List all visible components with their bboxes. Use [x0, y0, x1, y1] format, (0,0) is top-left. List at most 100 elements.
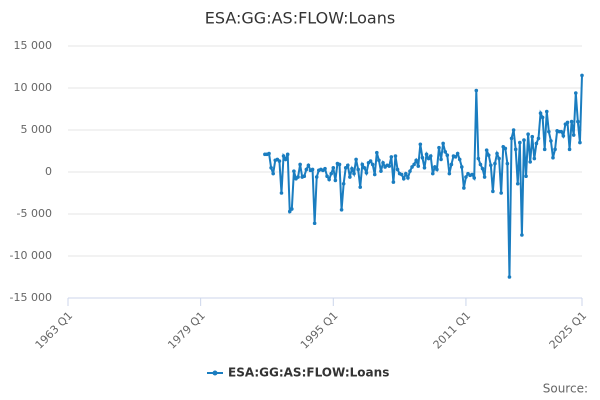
point	[368, 159, 373, 163]
point	[362, 166, 367, 170]
point	[304, 167, 309, 172]
point	[580, 73, 584, 78]
point	[298, 162, 302, 167]
x-tick-label: 2025 Q1	[547, 309, 590, 352]
point	[428, 154, 433, 158]
point	[478, 162, 483, 167]
point	[513, 147, 518, 152]
point	[269, 166, 273, 170]
point	[352, 171, 356, 176]
y-tick-label: 10 000	[14, 81, 53, 94]
point	[507, 275, 512, 279]
point	[290, 207, 294, 211]
point	[534, 141, 539, 146]
point	[505, 161, 510, 166]
point	[445, 153, 450, 157]
point	[433, 165, 437, 169]
point	[472, 176, 477, 180]
point	[391, 180, 396, 184]
point	[532, 156, 537, 161]
point	[395, 167, 400, 172]
point	[499, 191, 503, 195]
point	[567, 147, 572, 152]
point	[530, 134, 535, 139]
chart-title: ESA:GG:AS:FLOW:Loans	[205, 9, 395, 28]
point	[503, 146, 508, 151]
point	[302, 174, 307, 178]
point	[404, 171, 408, 176]
point	[573, 91, 578, 95]
point	[549, 139, 553, 143]
point	[493, 161, 497, 166]
point	[406, 176, 410, 180]
point	[491, 189, 495, 194]
point	[495, 151, 499, 156]
point	[292, 169, 296, 173]
point	[576, 119, 580, 124]
point	[277, 159, 282, 163]
point	[559, 129, 564, 134]
point	[312, 221, 317, 226]
y-tick-label: -5 000	[17, 207, 52, 220]
point	[528, 160, 532, 164]
point	[509, 136, 514, 141]
point	[393, 154, 398, 158]
point	[310, 167, 315, 172]
legend-marker	[212, 370, 218, 376]
point	[511, 128, 516, 132]
point	[551, 155, 555, 160]
point	[420, 155, 425, 160]
point	[430, 171, 435, 176]
point	[569, 119, 574, 124]
point	[267, 151, 271, 156]
x-tick-label: 1995 Q1	[298, 309, 341, 352]
point	[484, 148, 489, 152]
point	[443, 150, 448, 154]
point	[364, 171, 369, 175]
point	[360, 162, 365, 167]
point	[418, 142, 423, 147]
point	[287, 209, 292, 214]
point	[455, 151, 460, 156]
point	[285, 152, 290, 157]
point	[331, 166, 336, 170]
point	[426, 156, 431, 161]
point	[389, 155, 394, 159]
y-tick-label: 15 000	[14, 39, 53, 52]
point	[401, 176, 406, 181]
point	[341, 181, 346, 186]
point	[474, 88, 479, 93]
point	[453, 155, 458, 159]
x-tick-label: 1963 Q1	[33, 309, 76, 352]
point	[464, 175, 468, 179]
point	[379, 169, 383, 173]
point	[408, 169, 412, 173]
point	[424, 152, 429, 157]
point	[296, 175, 300, 179]
point	[416, 164, 421, 168]
point	[387, 164, 392, 168]
point	[412, 162, 416, 167]
point	[279, 191, 284, 195]
point	[486, 153, 491, 157]
point	[480, 166, 485, 171]
point	[457, 157, 462, 162]
y-tick-label: 0	[45, 165, 52, 178]
y-tick-label: -10 000	[10, 249, 52, 262]
point	[410, 165, 414, 169]
point	[370, 162, 375, 167]
point	[343, 166, 348, 170]
point	[281, 154, 286, 158]
point	[414, 158, 418, 163]
point	[547, 129, 551, 134]
point	[314, 175, 319, 179]
point	[422, 166, 427, 170]
point	[306, 163, 311, 168]
x-tick-label: 1979 Q1	[165, 309, 208, 352]
point	[449, 162, 454, 167]
point	[345, 163, 350, 168]
point	[526, 132, 530, 136]
point	[561, 134, 566, 138]
point	[325, 174, 329, 178]
